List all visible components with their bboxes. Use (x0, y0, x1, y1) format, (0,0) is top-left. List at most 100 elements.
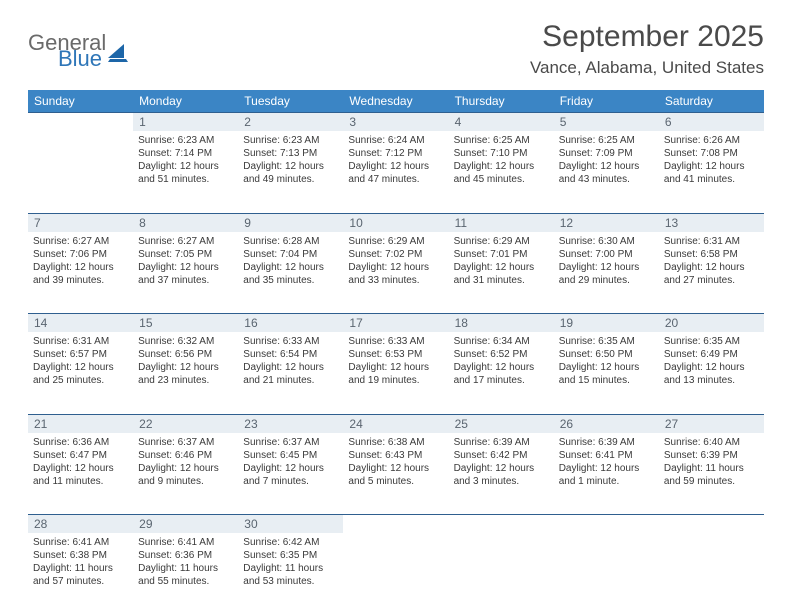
day-header-row: SundayMondayTuesdayWednesdayThursdayFrid… (28, 90, 764, 113)
daynum-9: 9 (238, 213, 343, 232)
day-cell-empty (554, 533, 659, 615)
day-cell-25: Sunrise: 6:39 AMSunset: 6:42 PMDaylight:… (449, 433, 554, 515)
sunset-line: Sunset: 6:58 PM (664, 248, 759, 261)
daynum-empty (343, 515, 448, 534)
daynum-14: 14 (28, 314, 133, 333)
day-cell-30: Sunrise: 6:42 AMSunset: 6:35 PMDaylight:… (238, 533, 343, 615)
sunrise-line: Sunrise: 6:25 AM (559, 134, 654, 147)
logo-word-blue: Blue (58, 48, 106, 70)
sunset-line: Sunset: 6:52 PM (454, 348, 549, 361)
day-cell-1: Sunrise: 6:23 AMSunset: 7:14 PMDaylight:… (133, 131, 238, 213)
daylight-line: Daylight: 12 hours and 37 minutes. (138, 261, 233, 287)
daynum-17: 17 (343, 314, 448, 333)
calendar-table: SundayMondayTuesdayWednesdayThursdayFrid… (28, 90, 764, 615)
sunset-line: Sunset: 7:14 PM (138, 147, 233, 160)
daylight-line: Daylight: 12 hours and 7 minutes. (243, 462, 338, 488)
day-cell-26: Sunrise: 6:39 AMSunset: 6:41 PMDaylight:… (554, 433, 659, 515)
daynum-13: 13 (659, 213, 764, 232)
location: Vance, Alabama, United States (530, 58, 764, 78)
day-cell-3: Sunrise: 6:24 AMSunset: 7:12 PMDaylight:… (343, 131, 448, 213)
day-cell-27: Sunrise: 6:40 AMSunset: 6:39 PMDaylight:… (659, 433, 764, 515)
daynum-15: 15 (133, 314, 238, 333)
daylight-line: Daylight: 12 hours and 51 minutes. (138, 160, 233, 186)
day-cell-8: Sunrise: 6:27 AMSunset: 7:05 PMDaylight:… (133, 232, 238, 314)
sunset-line: Sunset: 7:00 PM (559, 248, 654, 261)
daynum-3: 3 (343, 113, 448, 132)
sunrise-line: Sunrise: 6:39 AM (559, 436, 654, 449)
sunset-line: Sunset: 6:38 PM (33, 549, 128, 562)
day-cell-10: Sunrise: 6:29 AMSunset: 7:02 PMDaylight:… (343, 232, 448, 314)
sunrise-line: Sunrise: 6:36 AM (33, 436, 128, 449)
sail-icon (108, 44, 128, 62)
day-header-thursday: Thursday (449, 90, 554, 113)
day-header-tuesday: Tuesday (238, 90, 343, 113)
sunrise-line: Sunrise: 6:37 AM (138, 436, 233, 449)
day-cell-19: Sunrise: 6:35 AMSunset: 6:50 PMDaylight:… (554, 332, 659, 414)
daylight-line: Daylight: 11 hours and 59 minutes. (664, 462, 759, 488)
day-cell-17: Sunrise: 6:33 AMSunset: 6:53 PMDaylight:… (343, 332, 448, 414)
daynum-19: 19 (554, 314, 659, 333)
sunset-line: Sunset: 6:54 PM (243, 348, 338, 361)
daylight-line: Daylight: 12 hours and 39 minutes. (33, 261, 128, 287)
sunrise-line: Sunrise: 6:27 AM (138, 235, 233, 248)
daynum-22: 22 (133, 414, 238, 433)
info-row: Sunrise: 6:23 AMSunset: 7:14 PMDaylight:… (28, 131, 764, 213)
sunset-line: Sunset: 7:06 PM (33, 248, 128, 261)
sunset-line: Sunset: 6:36 PM (138, 549, 233, 562)
sunrise-line: Sunrise: 6:33 AM (243, 335, 338, 348)
sunset-line: Sunset: 7:10 PM (454, 147, 549, 160)
day-cell-11: Sunrise: 6:29 AMSunset: 7:01 PMDaylight:… (449, 232, 554, 314)
title-block: September 2025 Vance, Alabama, United St… (530, 20, 764, 78)
daynum-12: 12 (554, 213, 659, 232)
day-cell-6: Sunrise: 6:26 AMSunset: 7:08 PMDaylight:… (659, 131, 764, 213)
sunrise-line: Sunrise: 6:40 AM (664, 436, 759, 449)
daynum-27: 27 (659, 414, 764, 433)
daynum-24: 24 (343, 414, 448, 433)
sunrise-line: Sunrise: 6:27 AM (33, 235, 128, 248)
daynum-row: 21222324252627 (28, 414, 764, 433)
sunset-line: Sunset: 6:57 PM (33, 348, 128, 361)
daylight-line: Daylight: 12 hours and 25 minutes. (33, 361, 128, 387)
daynum-6: 6 (659, 113, 764, 132)
sunset-line: Sunset: 7:13 PM (243, 147, 338, 160)
sunrise-line: Sunrise: 6:23 AM (138, 134, 233, 147)
sunrise-line: Sunrise: 6:26 AM (664, 134, 759, 147)
day-cell-empty (449, 533, 554, 615)
day-cell-9: Sunrise: 6:28 AMSunset: 7:04 PMDaylight:… (238, 232, 343, 314)
daylight-line: Daylight: 12 hours and 3 minutes. (454, 462, 549, 488)
daylight-line: Daylight: 12 hours and 11 minutes. (33, 462, 128, 488)
daynum-row: 78910111213 (28, 213, 764, 232)
daynum-1: 1 (133, 113, 238, 132)
daylight-line: Daylight: 12 hours and 43 minutes. (559, 160, 654, 186)
day-cell-21: Sunrise: 6:36 AMSunset: 6:47 PMDaylight:… (28, 433, 133, 515)
sunset-line: Sunset: 6:47 PM (33, 449, 128, 462)
sunset-line: Sunset: 6:46 PM (138, 449, 233, 462)
daynum-10: 10 (343, 213, 448, 232)
sunrise-line: Sunrise: 6:30 AM (559, 235, 654, 248)
daylight-line: Daylight: 12 hours and 49 minutes. (243, 160, 338, 186)
daynum-18: 18 (449, 314, 554, 333)
sunrise-line: Sunrise: 6:35 AM (664, 335, 759, 348)
sunset-line: Sunset: 6:35 PM (243, 549, 338, 562)
day-cell-13: Sunrise: 6:31 AMSunset: 6:58 PMDaylight:… (659, 232, 764, 314)
daynum-5: 5 (554, 113, 659, 132)
daylight-line: Daylight: 11 hours and 53 minutes. (243, 562, 338, 588)
sunrise-line: Sunrise: 6:31 AM (33, 335, 128, 348)
day-cell-23: Sunrise: 6:37 AMSunset: 6:45 PMDaylight:… (238, 433, 343, 515)
info-row: Sunrise: 6:36 AMSunset: 6:47 PMDaylight:… (28, 433, 764, 515)
sunset-line: Sunset: 6:43 PM (348, 449, 443, 462)
daylight-line: Daylight: 12 hours and 41 minutes. (664, 160, 759, 186)
sunrise-line: Sunrise: 6:37 AM (243, 436, 338, 449)
daynum-11: 11 (449, 213, 554, 232)
daynum-23: 23 (238, 414, 343, 433)
sunrise-line: Sunrise: 6:33 AM (348, 335, 443, 348)
sunset-line: Sunset: 7:04 PM (243, 248, 338, 261)
daynum-16: 16 (238, 314, 343, 333)
day-cell-empty (343, 533, 448, 615)
daylight-line: Daylight: 12 hours and 21 minutes. (243, 361, 338, 387)
daynum-30: 30 (238, 515, 343, 534)
daylight-line: Daylight: 11 hours and 55 minutes. (138, 562, 233, 588)
daylight-line: Daylight: 11 hours and 57 minutes. (33, 562, 128, 588)
sunset-line: Sunset: 6:49 PM (664, 348, 759, 361)
daynum-row: 282930 (28, 515, 764, 534)
